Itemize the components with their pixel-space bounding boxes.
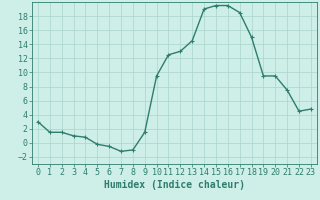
X-axis label: Humidex (Indice chaleur): Humidex (Indice chaleur) bbox=[104, 180, 245, 190]
